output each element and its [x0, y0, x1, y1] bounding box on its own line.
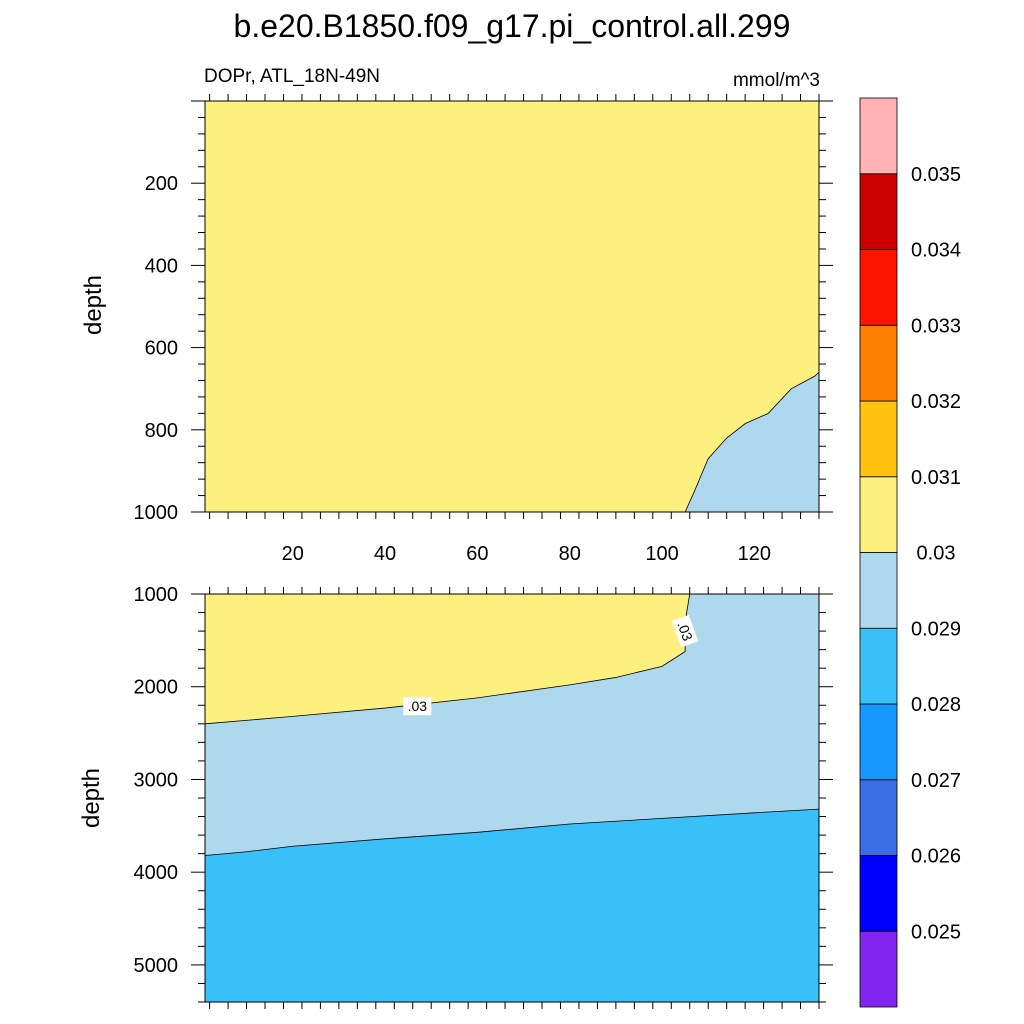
- colorbar-tick-label: 0.025: [911, 921, 961, 943]
- contour-label: .03: [403, 697, 432, 716]
- y-tick-label: 1000: [134, 502, 179, 524]
- y-tick-label: 5000: [134, 955, 179, 977]
- upper-panel: 200 400 600 800 1000 20 40 60 80 100 120: [134, 94, 833, 565]
- y-tick-label: 800: [145, 420, 178, 442]
- colorbar: 0.025 0.026 0.027 0.028 0.029 0.03 0.031 0.032 0…: [859, 97, 961, 1008]
- colorbar-swatch: [859, 324, 898, 402]
- colorbar-swatch: [859, 97, 898, 175]
- y-tick-label: 600: [145, 338, 178, 360]
- x-tick-label: 100: [645, 543, 678, 565]
- variable-label: DOPr, ATL_18N-49N: [204, 66, 380, 87]
- y-tick-label: 4000: [134, 862, 179, 884]
- colorbar-tick-label: 0.03: [917, 543, 956, 565]
- y-tick-label: 200: [145, 173, 178, 195]
- upper-y-axis-label: depth: [80, 275, 107, 335]
- colorbar-tick-label: 0.032: [911, 391, 961, 413]
- colorbar-swatch: [859, 703, 898, 781]
- y-tick-label: 3000: [134, 769, 179, 791]
- colorbar-tick-label: 0.031: [911, 467, 961, 489]
- colorbar-swatch: [859, 476, 898, 553]
- lower-y-axis-label: depth: [78, 768, 105, 828]
- colorbar-swatch: [859, 627, 898, 705]
- colorbar-tick-label: 0.034: [911, 240, 961, 262]
- contour-label: .03: [671, 614, 699, 648]
- colorbar-swatch: [859, 779, 898, 856]
- contour-label-box: [403, 697, 432, 716]
- plot-frame: [204, 100, 820, 513]
- units-label: mmol/m^3: [733, 70, 820, 91]
- contour-fill-region: [685, 372, 819, 512]
- colorbar-swatch: [859, 249, 898, 326]
- contour-fill-background: [205, 101, 819, 512]
- colorbar-swatch: [859, 173, 898, 250]
- x-tick-label: 60: [466, 543, 488, 565]
- figure-title: b.e20.B1850.f09_g17.pi_control.all.299: [234, 8, 791, 44]
- colorbar-swatch: [859, 855, 898, 932]
- colorbar-tick-label: 0.027: [911, 770, 961, 792]
- x-tick-label: 40: [374, 543, 396, 565]
- contour-label-text: .03: [674, 619, 696, 643]
- contour-label-box: [671, 614, 699, 648]
- y-tick-label: 400: [145, 255, 178, 277]
- y-tick-label: 2000: [134, 677, 179, 699]
- y-tick-label: 1000: [134, 584, 179, 606]
- colorbar-swatch: [859, 930, 898, 1008]
- colorbar-tick-label: 0.026: [911, 846, 961, 868]
- contour-label-text: .03: [408, 698, 428, 714]
- x-tick-label: 80: [559, 543, 581, 565]
- colorbar-tick-label: 0.035: [911, 164, 961, 186]
- colorbar-tick-label: 0.029: [911, 618, 961, 640]
- colorbar-tick-label: 0.028: [911, 694, 961, 716]
- x-tick-label: 20: [282, 543, 304, 565]
- lower-panel: .03 .03 1000 2000 3000 4000 5000: [134, 584, 833, 1009]
- colorbar-swatch: [859, 552, 898, 629]
- contour-line: [684, 371, 820, 513]
- x-tick-label: 120: [738, 543, 771, 565]
- colorbar-swatch: [859, 400, 898, 478]
- contour-fill-region: [205, 594, 690, 724]
- contour-line: [204, 808, 820, 856]
- colorbar-tick-label: 0.033: [911, 315, 961, 337]
